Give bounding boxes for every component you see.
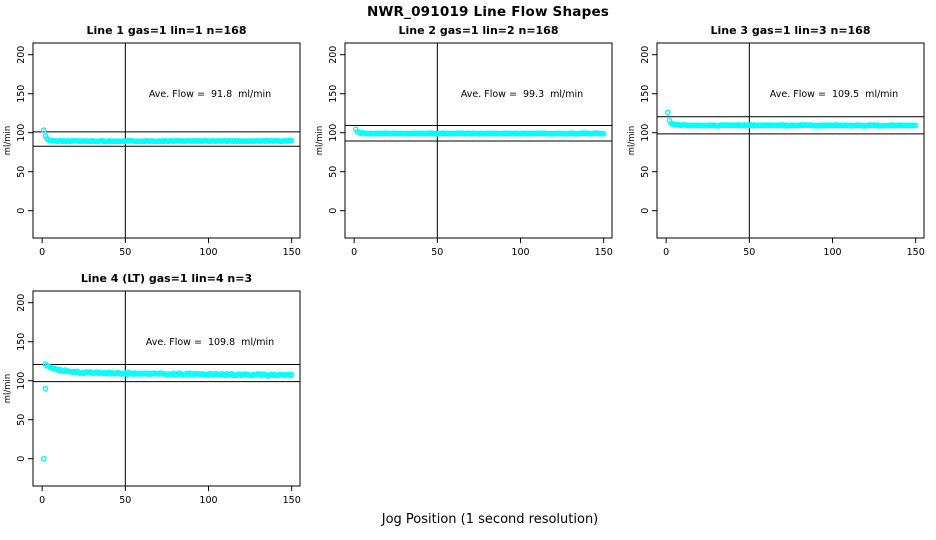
- x-tick-label: 0: [351, 247, 357, 258]
- x-tick-label: 100: [823, 247, 841, 258]
- ave-flow-annotation: Ave. Flow = 99.3 ml/min: [461, 89, 583, 100]
- y-tick-label: 200: [640, 46, 651, 64]
- panel-title: Line 1 gas=1 lin=1 n=168: [86, 24, 246, 37]
- y-tick-label: 50: [16, 166, 27, 178]
- x-tick-label: 50: [743, 247, 755, 258]
- y-tick-label: 100: [16, 124, 27, 142]
- y-tick-label: 100: [640, 124, 651, 142]
- panel-ylabel: ml/min: [3, 374, 13, 404]
- data-point: [40, 127, 47, 134]
- ave-flow-annotation: Ave. Flow = 91.8 ml/min: [149, 89, 271, 100]
- x-tick-label: 150: [283, 495, 301, 506]
- data-point: [664, 109, 671, 116]
- y-tick-label: 150: [16, 85, 27, 103]
- y-tick-label: 200: [16, 46, 27, 64]
- x-tick-label: 150: [595, 247, 613, 258]
- panel-ylabel: ml/min: [315, 126, 325, 156]
- y-tick-label: 0: [16, 208, 27, 214]
- y-tick-label: 0: [16, 456, 27, 462]
- panel-ylabel: ml/min: [3, 126, 13, 156]
- panel-4: 0 50 100 150 0 50 100 150 200 ml/min Ave. Flow = 1…: [3, 272, 301, 506]
- x-tick-label: 100: [199, 247, 217, 258]
- x-tick-label: 150: [907, 247, 925, 258]
- outlier-point: [40, 455, 47, 462]
- panel-ylabel: ml/min: [627, 126, 637, 156]
- x-tick-label: 50: [119, 247, 131, 258]
- panel-title: Line 2 gas=1 lin=2 n=168: [398, 24, 558, 37]
- panel-title: Line 3 gas=1 lin=3 n=168: [710, 24, 870, 37]
- data-point: [288, 371, 295, 378]
- y-tick-label: 0: [328, 208, 339, 214]
- plot-border: [32, 42, 301, 239]
- plot-border: [344, 42, 613, 239]
- x-tick-label: 100: [511, 247, 529, 258]
- y-tick-label: 50: [328, 166, 339, 178]
- x-tick-label: 0: [39, 247, 45, 258]
- data-point: [600, 130, 607, 137]
- figure-title: NWR_091019 Line Flow Shapes: [366, 4, 610, 20]
- y-tick-label: 200: [16, 294, 27, 312]
- x-axis-label: Jog Position (1 second resolution): [381, 512, 599, 527]
- ave-flow-annotation: Ave. Flow = 109.5 ml/min: [770, 89, 898, 100]
- x-tick-label: 0: [39, 495, 45, 506]
- panel-1: 0 50 100 150 0 50 100 150 200 ml/min Ave. Flow = 9…: [3, 24, 301, 258]
- data-point: [912, 122, 919, 129]
- panel-title: Line 4 (LT) gas=1 lin=4 n=3: [81, 272, 252, 285]
- y-tick-label: 0: [640, 208, 651, 214]
- y-tick-label: 100: [16, 372, 27, 390]
- outlier-point: [42, 385, 49, 392]
- x-tick-label: 0: [663, 247, 669, 258]
- panel-2: 0 50 100 150 0 50 100 150 200 ml/min Ave. Flow = 9…: [315, 24, 613, 258]
- x-tick-label: 100: [199, 495, 217, 506]
- x-tick-label: 150: [283, 247, 301, 258]
- y-tick-label: 200: [328, 46, 339, 64]
- y-tick-label: 150: [328, 85, 339, 103]
- ave-flow-annotation: Ave. Flow = 109.8 ml/min: [146, 337, 274, 348]
- y-tick-label: 150: [16, 333, 27, 351]
- y-tick-label: 150: [640, 85, 651, 103]
- y-tick-label: 100: [328, 124, 339, 142]
- x-tick-label: 50: [431, 247, 443, 258]
- panel-3: 0 50 100 150 0 50 100 150 200 ml/min Ave. Flow = 1…: [627, 24, 925, 258]
- data-point: [288, 137, 295, 144]
- x-tick-label: 50: [119, 495, 131, 506]
- plot-border: [656, 42, 925, 239]
- y-tick-label: 50: [640, 166, 651, 178]
- plot-border: [32, 290, 301, 487]
- y-tick-label: 50: [16, 414, 27, 426]
